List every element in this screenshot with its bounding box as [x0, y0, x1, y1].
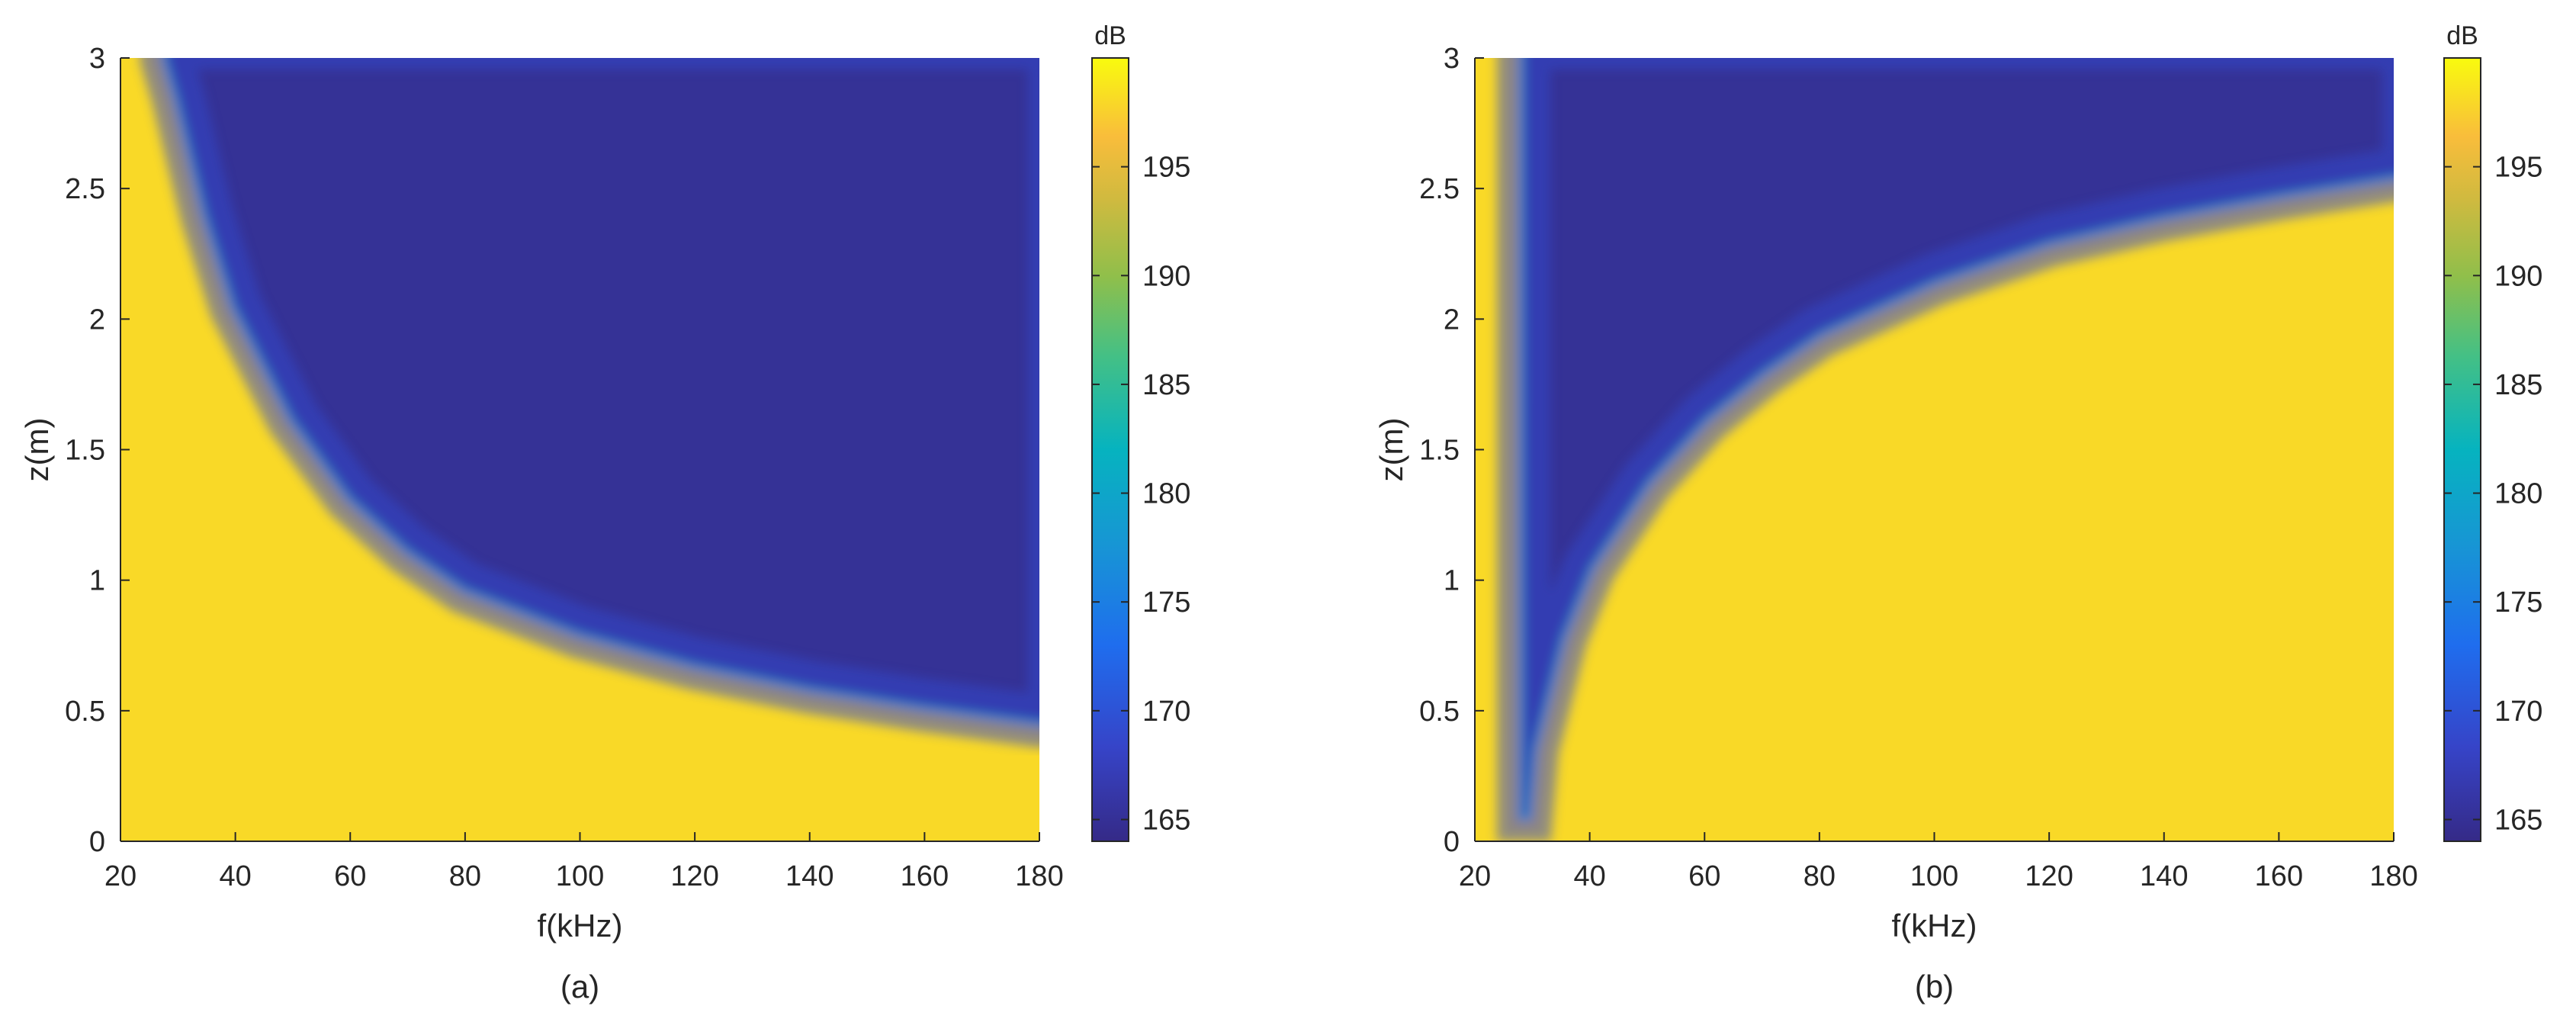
heatmap-field [120, 58, 1039, 841]
colorbar-tick-label: 175 [2494, 587, 2542, 619]
x-tick-label: 20 [104, 860, 137, 892]
panel-b: 20 40 60 80 100 120 140 160 180 0 0.5 1 1.5 2 2.5 3 f(kH… [1373, 21, 2542, 1005]
y-tick-label: 2.5 [65, 173, 105, 205]
x-tick-label: 100 [556, 860, 604, 892]
x-tick-label: 120 [2025, 860, 2073, 892]
x-tick-label: 60 [1688, 860, 1720, 892]
colorbar-tick-label: 190 [2494, 260, 2542, 292]
y-tick-label: 3 [1444, 43, 1460, 75]
panel-caption: (a) [560, 969, 599, 1005]
y-tick-label: 0.5 [1419, 696, 1460, 728]
y-tick-label: 1.5 [65, 435, 105, 467]
heatmap-near-boundary [140, 58, 1039, 748]
colorbar-tick-label: 165 [2494, 804, 2542, 836]
colorbar-tick-label: 185 [1142, 369, 1190, 401]
x-axis-title: f(kHz) [538, 908, 623, 943]
colorbar-tick-label: 170 [1142, 696, 1190, 728]
x-tick-label: 80 [1804, 860, 1836, 892]
x-tick-label: 80 [449, 860, 481, 892]
y-tick-label: 1 [1444, 565, 1460, 597]
y-tick-label: 0.5 [65, 696, 105, 728]
colorbar-tick-label: 170 [2494, 696, 2542, 728]
y-axis-title: z(m) [1373, 418, 1409, 482]
colorbar-tick-label: 195 [1142, 152, 1190, 184]
panel-caption: (b) [1915, 969, 1954, 1005]
x-tick-label: 160 [901, 860, 949, 892]
colorbar-title: dB [2446, 21, 2478, 50]
y-tick-label: 1.5 [1419, 435, 1460, 467]
x-tick-label: 40 [219, 860, 251, 892]
heatmap-low-region [1523, 58, 2394, 815]
x-tick-label: 100 [1910, 860, 1958, 892]
heatmap-low-region [166, 58, 1039, 722]
x-tick-label: 180 [2369, 860, 2417, 892]
x-tick-label: 20 [1459, 860, 1491, 892]
colorbar [1091, 57, 1129, 842]
colorbar-tick-label: 190 [1142, 260, 1190, 292]
x-tick-label: 140 [785, 860, 834, 892]
panel-a: 20 40 60 80 100 120 140 160 180 0 0.5 1 1.5 2 2.5 3 f(kH… [19, 21, 1190, 1005]
y-tick-label: 2 [89, 304, 105, 336]
x-tick-label: 180 [1015, 860, 1063, 892]
colorbar-tick-label: 180 [1142, 478, 1190, 510]
y-tick-label: 2 [1444, 304, 1460, 336]
x-tick-label: 40 [1573, 860, 1605, 892]
heatmap-field [1475, 58, 2394, 841]
x-tick-label: 60 [334, 860, 366, 892]
colorbar-tick-label: 195 [2494, 152, 2542, 184]
x-tick-label: 120 [670, 860, 718, 892]
colorbar-title: dB [1094, 21, 1126, 50]
x-tick-label: 160 [2255, 860, 2303, 892]
y-tick-label: 2.5 [1419, 173, 1460, 205]
y-tick-label: 1 [89, 565, 105, 597]
colorbar-tick-label: 165 [1142, 804, 1190, 836]
colorbar-tick-label: 175 [1142, 587, 1190, 619]
colorbar-tick-label: 180 [2494, 478, 2542, 510]
y-tick-label: 0 [1444, 826, 1460, 858]
heatmap-near-boundary [1496, 58, 2394, 841]
y-tick-label: 3 [89, 43, 105, 75]
x-axis-title: f(kHz) [1892, 908, 1977, 943]
colorbar [2443, 57, 2481, 842]
y-tick-label: 0 [89, 826, 105, 858]
y-axis-title: z(m) [19, 418, 55, 482]
x-tick-label: 140 [2140, 860, 2188, 892]
colorbar-tick-label: 185 [2494, 369, 2542, 401]
